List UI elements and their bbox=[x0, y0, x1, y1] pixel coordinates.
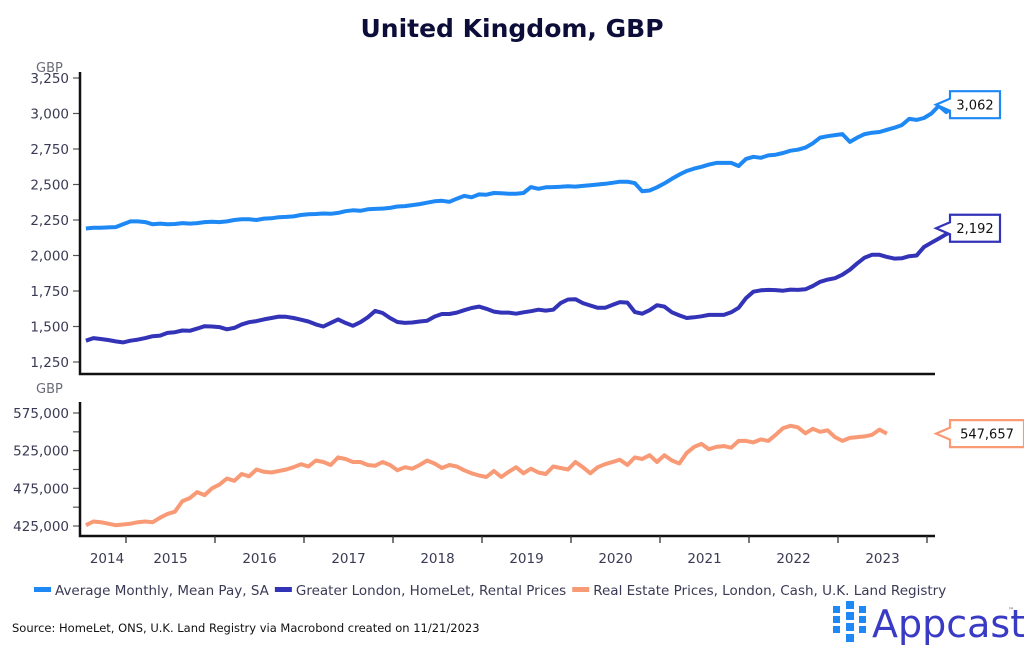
y-tick-label: 2,750 bbox=[30, 142, 69, 158]
top-lines bbox=[85, 94, 984, 345]
source-note: Source: HomeLet, ONS, U.K. Land Registry… bbox=[12, 621, 480, 635]
logo-square bbox=[846, 601, 854, 609]
y-tick-label: 2,000 bbox=[30, 249, 69, 265]
logo-square bbox=[859, 616, 866, 623]
legend-label: Real Estate Prices, London, Cash, U.K. L… bbox=[593, 583, 946, 599]
logo-square bbox=[846, 634, 854, 642]
logo-square bbox=[859, 606, 866, 613]
legend-swatch bbox=[34, 587, 51, 592]
y-tick-label: 425,000 bbox=[13, 519, 69, 535]
series-line-real-estate-prices-london-cash-u-k-land-registry bbox=[85, 423, 888, 528]
x-tick-label: 2023 bbox=[865, 551, 899, 567]
top-callouts: 3,062 2,192 bbox=[933, 90, 1002, 243]
callout-value: 3,062 bbox=[956, 99, 993, 114]
x-tick-label: 2016 bbox=[242, 551, 276, 567]
bottom-axis-frame bbox=[78, 402, 935, 538]
callout-value: 547,657 bbox=[960, 428, 1014, 443]
y-tick-label: 1,250 bbox=[30, 355, 69, 371]
callout-box bbox=[933, 213, 1002, 243]
bottom-unit-label: GBP bbox=[36, 382, 63, 397]
callout-box bbox=[933, 418, 1024, 449]
y-tick-label: 525,000 bbox=[13, 444, 69, 460]
x-tick-label: 2020 bbox=[598, 551, 632, 567]
x-tick-label: 2021 bbox=[687, 551, 721, 567]
legend-item: Average Monthly, Mean Pay, SA bbox=[34, 583, 270, 599]
bottom-lines bbox=[85, 423, 888, 528]
y-tick-label: 575,000 bbox=[13, 406, 69, 422]
trademark-mark: ™ bbox=[1008, 607, 1014, 614]
legend-label: Greater London, HomeLet, Rental Prices bbox=[296, 583, 566, 599]
bottom-panel: GBP 425,000 475,000 525,000 575,000 547,657… bbox=[13, 382, 1024, 567]
legend-label: Average Monthly, Mean Pay, SA bbox=[55, 583, 270, 599]
series-line-greater-london-homelet-rental-prices bbox=[85, 226, 962, 345]
x-tick-label: 2022 bbox=[776, 551, 810, 567]
y-tick-label: 1,750 bbox=[30, 284, 69, 300]
bottom-y-axis: 425,000 475,000 525,000 575,000 bbox=[13, 406, 80, 535]
y-tick-label: 1,500 bbox=[30, 320, 69, 336]
x-tick-label: 2017 bbox=[331, 551, 365, 567]
legend-swatch bbox=[274, 587, 292, 592]
x-tick-label: 2015 bbox=[153, 551, 187, 567]
x-tick-label: 2014 bbox=[90, 551, 124, 567]
y-tick-label: 3,000 bbox=[30, 107, 69, 123]
logo-square bbox=[833, 626, 840, 633]
chart-title: United Kingdom, GBP bbox=[360, 14, 663, 43]
legend-swatch bbox=[572, 587, 590, 592]
logo-square bbox=[846, 623, 854, 631]
top-panel: GBP 1,250 1,500 1,750 2,000 2,250 2,500 2,750 3… bbox=[30, 61, 1002, 376]
x-tick-label: 2019 bbox=[509, 551, 543, 567]
x-axis: 2014 2015 2016 2017 2018 2019 2020 2021 2022 2023 bbox=[90, 536, 928, 567]
y-tick-label: 475,000 bbox=[13, 481, 69, 497]
appcast-logo-mark-icon bbox=[833, 601, 866, 642]
top-axis-frame bbox=[78, 72, 935, 376]
legend-item: Greater London, HomeLet, Rental Prices bbox=[274, 583, 566, 599]
y-tick-label: 3,250 bbox=[30, 71, 69, 87]
last-value-callout: 2,192 bbox=[933, 213, 1002, 243]
logo-square bbox=[833, 616, 840, 623]
bottom-callouts: 547,657 bbox=[933, 418, 1024, 449]
y-tick-label: 2,500 bbox=[30, 178, 69, 194]
series-line-average-monthly-mean-pay-sa bbox=[85, 94, 984, 231]
x-tick-label: 2018 bbox=[420, 551, 454, 567]
top-y-axis: 1,250 1,500 1,750 2,000 2,250 2,500 2,750 3,000… bbox=[30, 71, 80, 371]
legend: Average Monthly, Mean Pay, SA Greater Lon… bbox=[34, 583, 946, 599]
appcast-logo-text: Appcast bbox=[872, 602, 1024, 646]
last-value-callout: 3,062 bbox=[933, 90, 1002, 120]
callout-value: 2,192 bbox=[956, 222, 993, 237]
appcast-logo: Appcast ™ bbox=[833, 601, 1024, 646]
legend-item: Real Estate Prices, London, Cash, U.K. L… bbox=[572, 583, 946, 599]
logo-square bbox=[833, 606, 840, 613]
y-tick-label: 2,250 bbox=[30, 213, 69, 229]
last-value-callout: 547,657 bbox=[933, 418, 1024, 449]
logo-square bbox=[859, 626, 866, 633]
callout-box bbox=[933, 90, 1002, 120]
top-unit-label: GBP bbox=[36, 61, 63, 76]
logo-square bbox=[846, 612, 854, 620]
